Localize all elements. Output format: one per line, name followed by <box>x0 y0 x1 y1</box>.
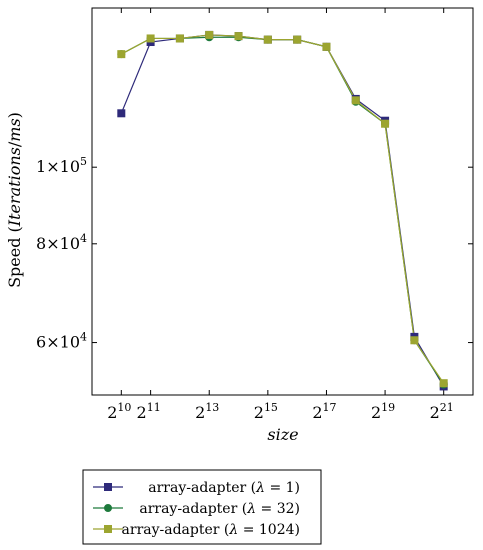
data-point-s3 <box>117 50 126 59</box>
y-axis-label: Speed (Iterations/ms) <box>5 112 24 288</box>
x-tick-label: 215 <box>254 401 278 422</box>
x-tick-label: 219 <box>371 401 395 422</box>
series-lines <box>120 34 445 387</box>
x-tick-label: 213 <box>195 401 219 422</box>
legend-entry-3: array-adapter (λ = 1024) <box>122 522 300 538</box>
plot-frame <box>91 7 474 396</box>
legend-entry-2: array-adapter (λ = 32) <box>139 501 300 517</box>
series-line-2 <box>121 36 445 385</box>
data-point-s1 <box>117 109 126 118</box>
series-markers <box>117 30 448 391</box>
data-point-s3 <box>381 119 390 128</box>
legend-marker-3 <box>104 525 112 533</box>
legend: array-adapter (λ = 1) array-adapter (λ = … <box>82 469 322 545</box>
series-line-1 <box>120 34 445 387</box>
data-point-s3 <box>263 35 272 44</box>
data-point-s3 <box>205 30 214 39</box>
y-tick-label: 6×104 <box>36 331 87 352</box>
y-tick-label: 8×104 <box>36 232 87 253</box>
data-point-s3 <box>175 34 184 43</box>
series-line-3 <box>121 34 445 384</box>
data-point-s3 <box>439 379 448 388</box>
legend-marker-2 <box>104 504 112 512</box>
x-axis: 210 211 213 215 217 219 221 <box>107 8 454 422</box>
x-tick-label: 210 <box>107 401 131 422</box>
data-point-s3 <box>146 34 155 43</box>
data-point-s3 <box>410 336 419 345</box>
x-tick-label: 211 <box>137 401 161 422</box>
y-axis: 6×104 8×104 1×105 <box>36 155 473 352</box>
data-point-s3 <box>351 96 360 105</box>
y-tick-label: 1×105 <box>36 155 87 176</box>
data-point-s3 <box>322 42 331 51</box>
x-tick-label: 217 <box>312 401 336 422</box>
legend-entry-1: array-adapter (λ = 1) <box>148 480 300 496</box>
x-tick-label: 221 <box>430 401 454 422</box>
legend-marker-1 <box>104 483 112 491</box>
data-point-s3 <box>293 35 302 44</box>
x-axis-label: size <box>267 425 298 444</box>
data-point-s3 <box>234 32 243 41</box>
legend-box <box>82 469 322 545</box>
